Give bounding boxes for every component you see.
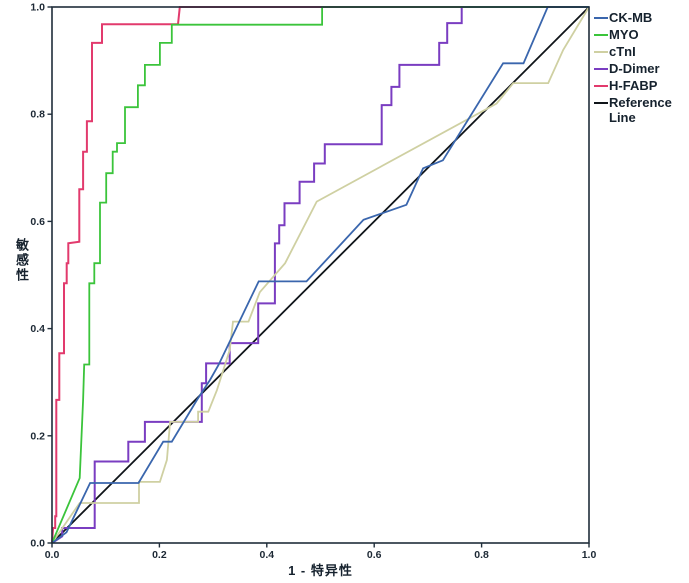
x-tick-label: 0.2: [152, 549, 167, 561]
curve-h-fabp: [51, 6, 589, 544]
y-tick-label: 0.4: [30, 323, 45, 335]
x-tick-label: 1.0: [582, 549, 597, 561]
legend-label: cTnI: [609, 44, 636, 59]
curve-d-dimer: [51, 6, 589, 544]
legend-label: CK-MB: [609, 10, 653, 25]
x-tick-label: 0.4: [259, 549, 274, 561]
y-tick-label: 1.0: [30, 2, 45, 14]
legend-line-swatch: [594, 34, 608, 36]
legend-entry-ctni: cTnI: [594, 44, 689, 61]
legend-line-swatch: [594, 17, 608, 19]
legend-line-swatch: [594, 68, 608, 70]
curve-reference-line: [51, 6, 590, 544]
legend-label: Reference Line: [609, 95, 672, 125]
legend-entry-myo: MYO: [594, 27, 689, 44]
y-tick-label: 0.6: [30, 216, 45, 228]
legend-line-swatch: [594, 51, 608, 53]
legend: CK-MB MYO cTnI D-Dimer H-FABP Reference Line: [594, 10, 689, 125]
y-axis-title: 敏感性: [14, 238, 29, 283]
legend-line-swatch: [594, 85, 608, 87]
y-tick-label: 0.0: [30, 538, 45, 550]
legend-label: D-Dimer: [609, 61, 660, 76]
legend-entry-ck-mb: CK-MB: [594, 10, 689, 27]
plot-frame: [51, 6, 590, 544]
x-axis-title: 1 - 特异性: [288, 563, 353, 578]
x-tick-label: 0.0: [45, 549, 60, 561]
legend-line-swatch: [594, 102, 608, 104]
y-tick-label: 0.2: [30, 430, 45, 442]
curve-ck-mb: [51, 6, 589, 544]
legend-entry-h-fabp: H-FABP: [594, 78, 689, 95]
legend-entry-reference-line: Reference Line: [594, 95, 689, 125]
x-tick-label: 0.8: [474, 549, 489, 561]
curve-myo: [51, 6, 589, 544]
curve-ctni: [51, 6, 590, 544]
legend-label: H-FABP: [609, 78, 658, 93]
legend-entry-d-dimer: D-Dimer: [594, 61, 689, 78]
x-tick-label: 0.6: [367, 549, 382, 561]
y-tick-label: 0.8: [30, 109, 45, 121]
legend-label: MYO: [609, 27, 639, 42]
